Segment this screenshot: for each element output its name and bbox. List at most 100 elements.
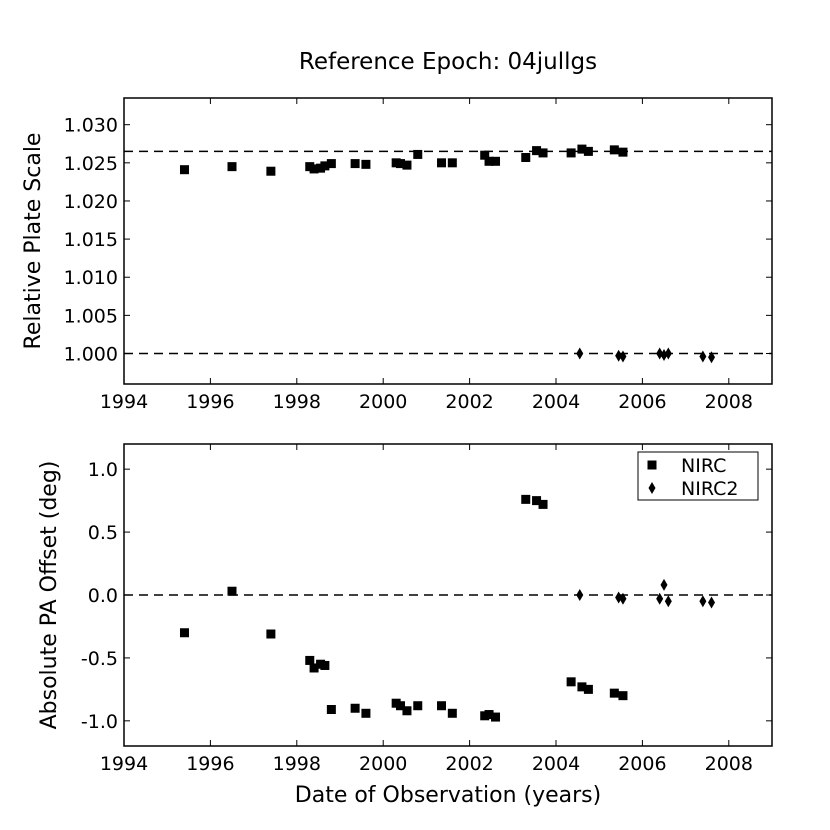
top-panel: 1994 1996 1998 2000 2002 2004 2006 2008 1.000 1.0… (21, 97, 773, 413)
nirc-point (437, 701, 447, 711)
y-tick-label: -1.0 (81, 711, 118, 733)
nirc-point (437, 158, 447, 168)
nirc2-point (660, 578, 668, 591)
legend-label: NIRC2 (681, 478, 738, 500)
nirc-point (266, 629, 276, 639)
x-tick-label: 2008 (705, 391, 753, 413)
nirc-point (413, 701, 423, 711)
nirc-point (521, 494, 531, 504)
y-tick-label: 1.0 (88, 459, 118, 481)
nirc-point (521, 152, 531, 162)
nirc-point (538, 499, 548, 509)
nirc-point (402, 160, 412, 170)
bottom-panel: 1994 1996 1998 2000 2002 2004 2006 2008 -1.0 -0.5… (37, 443, 773, 775)
x-tick-label: 1996 (186, 753, 234, 775)
nirc-point (480, 150, 490, 160)
x-tick-label: 2004 (532, 391, 580, 413)
nirc-point (309, 663, 319, 673)
nirc2-point (699, 595, 707, 608)
x-tick-label: 1994 (100, 753, 148, 775)
nirc-point (413, 149, 423, 159)
nirc2-point (576, 589, 584, 601)
nirc-point (350, 159, 360, 169)
legend-square-icon (647, 460, 657, 470)
y-tick-label: 1.015 (64, 229, 118, 251)
nirc-point (583, 684, 593, 694)
legend-box (637, 451, 759, 501)
nirc-point (538, 148, 548, 158)
nirc-point (577, 682, 587, 692)
nirc2-point (619, 592, 627, 605)
nirc-point (491, 712, 501, 722)
y-axis-title: Absolute PA Offset (deg) (37, 461, 62, 730)
nirc-point (305, 655, 315, 665)
nirc-point (577, 144, 587, 154)
nirc-point (532, 146, 542, 156)
nirc-point (227, 162, 237, 172)
nirc-point (566, 677, 576, 687)
nirc-point (583, 146, 593, 156)
x-tick-label: 2006 (618, 391, 666, 413)
legend-label: NIRC (681, 455, 726, 477)
plot-title: Reference Epoch: 04jullgs (299, 49, 597, 75)
y-axis-title: Relative Plate Scale (21, 133, 46, 350)
x-tick-label: 1994 (100, 391, 148, 413)
nirc-point (395, 159, 405, 169)
y-tick-label: 1.000 (64, 343, 118, 365)
nirc-point (320, 660, 330, 670)
y-tick-label: 1.030 (64, 115, 118, 137)
nirc-point (350, 703, 360, 713)
nirc-point (179, 165, 189, 175)
x-tick-label: 2004 (532, 753, 580, 775)
y-tick-label: 0.0 (88, 585, 118, 607)
nirc2-point (708, 351, 716, 364)
nirc2-point (664, 595, 672, 608)
y-tick-label: 1.010 (64, 267, 118, 289)
nirc-point (326, 159, 336, 169)
nirc-point (618, 147, 628, 157)
y-tick-label: 1.005 (64, 305, 118, 327)
nirc2-point (656, 592, 664, 605)
nirc-point (402, 706, 412, 716)
x-axis-title: Date of Observation (years) (295, 783, 601, 808)
y-tick-label: 1.020 (64, 191, 118, 213)
nirc-point (447, 708, 457, 718)
x-tick-label: 2002 (445, 753, 493, 775)
nirc-point (309, 164, 319, 174)
legend-diamond-icon (648, 482, 656, 494)
x-tick-label: 1996 (186, 391, 234, 413)
nirc2-point (619, 350, 627, 363)
y-tick-label: 0.5 (88, 522, 118, 544)
nirc-point (491, 156, 501, 166)
x-tick-label: 2006 (618, 753, 666, 775)
nirc-point (618, 691, 628, 701)
x-tick-label: 2002 (445, 391, 493, 413)
axes-frame (123, 97, 773, 385)
nirc2-point (708, 596, 716, 609)
nirc-point (320, 161, 330, 171)
x-tick-label: 2000 (359, 753, 407, 775)
nirc-point (326, 705, 336, 715)
nirc-point (227, 586, 237, 596)
x-tick-label: 2000 (359, 391, 407, 413)
nirc2-point (615, 591, 623, 604)
nirc-point (484, 156, 494, 166)
nirc-point (532, 496, 542, 506)
nirc-point (361, 708, 371, 718)
nirc-point (484, 710, 494, 720)
y-tick-label: -0.5 (81, 648, 118, 670)
nirc-point (179, 628, 189, 638)
x-tick-label: 2008 (705, 753, 753, 775)
y-tick-label: 1.025 (64, 153, 118, 175)
nirc-point (447, 158, 457, 168)
nirc-point (266, 166, 276, 176)
nirc2-point (576, 347, 584, 360)
nirc-point (361, 159, 371, 169)
x-tick-label: 1998 (273, 391, 321, 413)
nirc2-point (699, 350, 707, 363)
nirc-point (395, 701, 405, 711)
nirc-point (609, 688, 619, 698)
nirc-point (609, 145, 619, 155)
